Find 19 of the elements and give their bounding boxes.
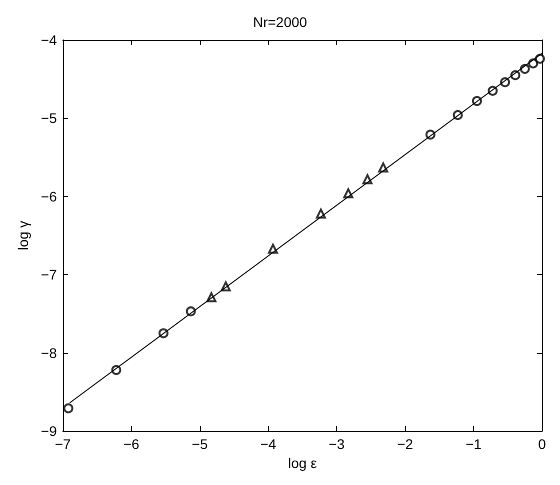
y-tick-label: −5	[40, 110, 58, 126]
y-tick-label: −6	[40, 188, 58, 204]
y-tick-label: −7	[40, 266, 58, 283]
x-tick-label: −6	[123, 436, 140, 452]
x-tick-label: −4	[260, 436, 276, 452]
y-tick-label: −9	[40, 423, 58, 439]
y-tick-label: −8	[40, 344, 58, 361]
x-axis-title: log ε	[288, 454, 317, 471]
x-tick-label: −1	[466, 436, 482, 452]
x-tick-label: 0	[538, 436, 546, 452]
chart-title: Nr=2000	[252, 14, 308, 30]
x-tick-label: −3	[328, 436, 345, 452]
point	[63, 403, 74, 414]
x-tick-label: −7	[54, 436, 72, 452]
x-tick-label: −5	[192, 436, 208, 452]
x-tick-label: −2	[397, 436, 414, 452]
y-axis-title: log γ	[15, 220, 31, 250]
point	[534, 54, 545, 64]
y-tick-label: −4	[40, 32, 58, 48]
